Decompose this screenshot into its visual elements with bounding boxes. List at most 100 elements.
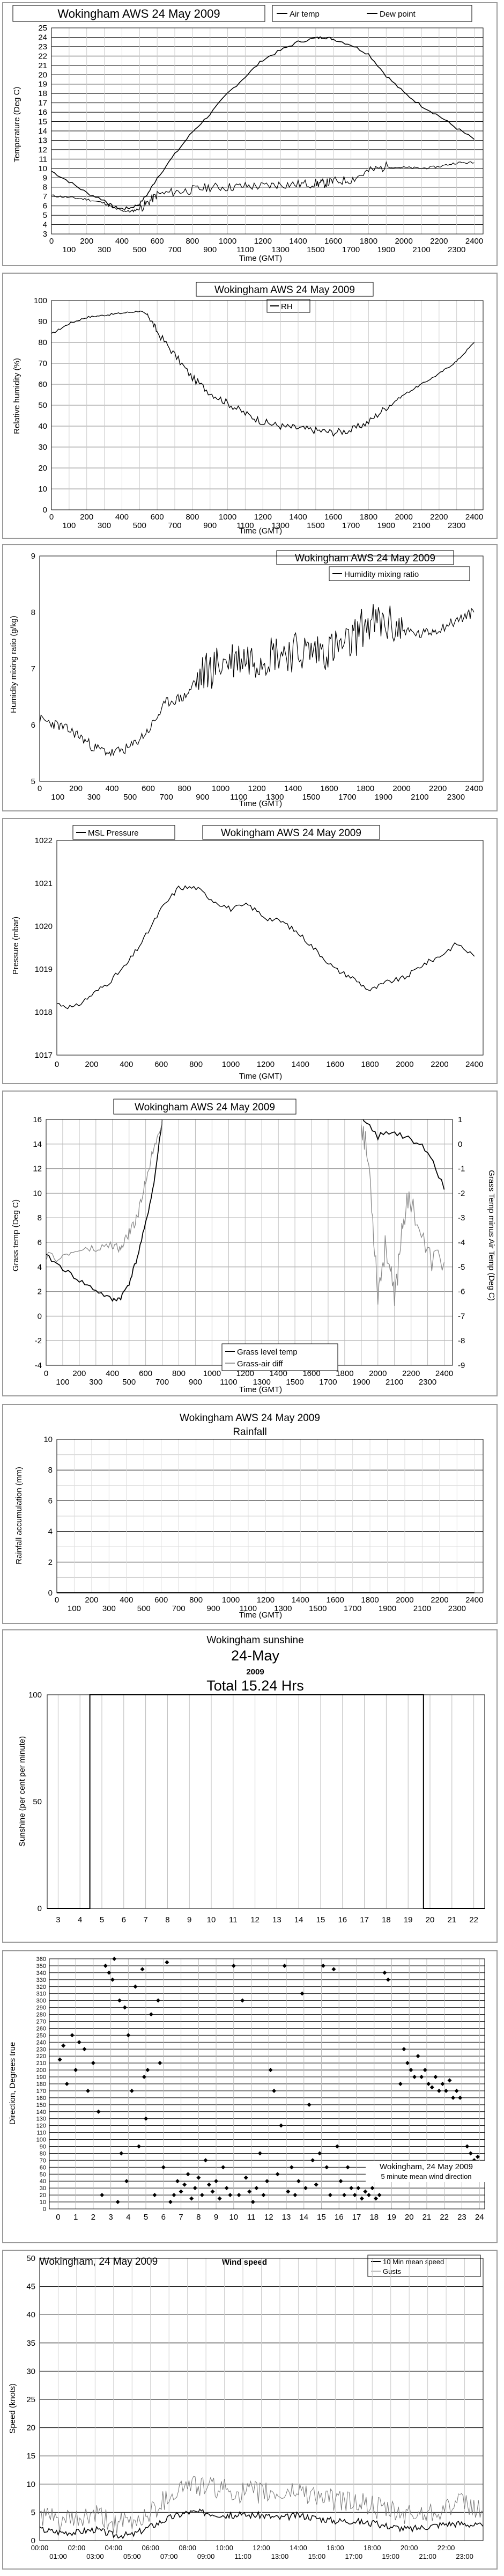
wind-direction-point: [145, 2068, 150, 2073]
wind-direction-point: [275, 2172, 280, 2177]
y-tick-label: 16: [33, 1115, 42, 1124]
x-tick-label: 1900: [352, 1378, 370, 1387]
x-tick-label: 9: [214, 2213, 218, 2222]
y-tick-label: 0: [38, 1904, 42, 1913]
y-tick-label: 50: [38, 401, 47, 410]
wind-direction-point: [103, 1963, 108, 1968]
grass-air-diff-line: [46, 1119, 163, 1262]
y-tick-label: 9: [31, 552, 35, 561]
y-tick-label: 4: [43, 221, 47, 230]
x-tick-label: 0: [49, 513, 54, 522]
x-tick-label: 0: [55, 1060, 59, 1069]
y-tick-label: 80: [38, 338, 47, 347]
wind-direction-point: [359, 2196, 364, 2201]
wind-direction-chart: 0102030405060708090100110120130140150160…: [8, 1956, 487, 2222]
y-tick-label: 18: [38, 89, 47, 98]
gridlines: [46, 1119, 453, 1366]
y-tick-labels: 5 6 7 8 9: [31, 552, 35, 786]
wind-direction-point: [221, 2165, 226, 2170]
x-tick-label: 1800: [360, 237, 377, 246]
wind-direction-point: [268, 2068, 273, 2073]
wind-direction-point: [91, 2061, 95, 2066]
y2-tick-label: -6: [458, 1287, 465, 1297]
x-tick-label: 1200: [257, 1596, 275, 1605]
wind-direction-point: [217, 2196, 222, 2201]
wind-direction-point: [405, 2061, 410, 2066]
x-tick-label: 600: [151, 513, 164, 522]
x-tick-labels: 0 200 400 600 800 1000 1200 1400 1600 1800 2000 220…: [49, 237, 483, 254]
x-tick-label: 0: [38, 784, 42, 793]
wind-direction-point: [475, 2154, 480, 2159]
pressure-chart: MSL Pressure Wokingham AWS 24 May 2009 1…: [11, 825, 484, 1081]
x-tick-label: 200: [80, 237, 93, 246]
y-tick-label: 10: [33, 1189, 42, 1198]
x-tick-label: 2200: [431, 1060, 448, 1069]
y2-tick-label: -9: [458, 1361, 465, 1370]
x-tick-label: 500: [137, 1604, 151, 1613]
plot-frame: [51, 300, 484, 510]
wind-direction-point: [370, 2186, 375, 2191]
x-tick-label: 1600: [324, 237, 342, 246]
x-tick-label: 1600: [324, 513, 342, 522]
y2-tick-label: 1: [458, 1115, 462, 1124]
x-tick-label: 100: [62, 245, 76, 254]
x-tick-label: 1900: [377, 521, 395, 530]
x-tick-label: 11:00: [234, 2552, 251, 2560]
grass-temp-line: [362, 1119, 445, 1190]
x-tick-label: 2000: [369, 1369, 387, 1378]
wind-direction-point: [161, 2165, 166, 2170]
wind-direction-point: [265, 2179, 269, 2184]
x-tick-label: 08:00: [179, 2544, 196, 2552]
x-tick-label: 14: [299, 2213, 308, 2222]
temperature-panel: Wokingham AWS 24 May 2009 Air temp Dew p…: [2, 2, 498, 266]
wind-direction-point: [331, 1967, 336, 1972]
wind-direction-point: [443, 2088, 448, 2093]
x-tick-label: 900: [196, 793, 209, 802]
y2-tick-labels: -9 -8 -7 -6 -5 -4 -3 -2 -1 0 1: [458, 1115, 465, 1370]
legend-label-grass-air-diff: Grass-air diff: [237, 1359, 283, 1368]
y-tick-label: 50: [33, 1797, 42, 1806]
wind-direction-point: [377, 2193, 382, 2198]
x-tick-label: 500: [133, 245, 146, 254]
x-tick-label: 400: [120, 1060, 133, 1069]
x-tick-label: 800: [178, 784, 191, 793]
x-tick-label: 800: [186, 513, 199, 522]
y-tick-label: 20: [38, 464, 47, 473]
relative-humidity-panel: Wokingham AWS 24 May 2009 RH 0 10 20 30 40 50…: [2, 273, 498, 539]
y-tick-label: 40: [40, 2178, 46, 2185]
wind-direction-point: [100, 2193, 105, 2198]
x-tick-label: 2400: [465, 784, 483, 793]
x-tick-label: 24: [475, 2213, 484, 2222]
wind-direction-point: [107, 1970, 112, 1975]
x-tick-label: 8: [196, 2213, 201, 2222]
x-tick-label: 09:00: [197, 2552, 215, 2560]
x-tick-label: 18:00: [364, 2544, 381, 2552]
wind-direction-point: [199, 2193, 204, 2198]
wind-direction-point: [214, 2179, 219, 2184]
air-temp-line: [51, 36, 475, 210]
x-tick-label: 1800: [361, 1596, 379, 1605]
x-tick-label: 17: [352, 2213, 361, 2222]
wind-direction-point: [429, 2085, 434, 2090]
y-tick-label: 150: [36, 2102, 46, 2109]
y-tick-label: 12: [38, 145, 47, 155]
x-tick-label: 1900: [379, 1604, 396, 1613]
y-tick-label: 3: [43, 230, 47, 239]
x-tick-label: 2300: [448, 521, 465, 530]
y-tick-label: 10: [26, 2480, 35, 2489]
y-tick-labels: 0 50 100: [28, 1690, 42, 1913]
chart-title: Wokingham AWS 24 May 2009: [57, 7, 220, 20]
wind-direction-point: [257, 2151, 262, 2156]
x-tick-labels: 00:00 02:00 04:00 06:00 08:00 10:00 12:00 14:00…: [31, 2544, 473, 2560]
x-tick-label: 6: [122, 1915, 126, 1924]
gridlines: [39, 555, 484, 782]
x-tick-label: 400: [106, 1369, 119, 1378]
x-tick-label: 2400: [435, 1369, 453, 1378]
y-tick-label: 340: [36, 1970, 46, 1977]
wind-direction-point: [140, 1967, 145, 1972]
x-tick-label: 03:00: [86, 2552, 104, 2560]
y-tick-labels: 0102030405060708090100110120130140150160…: [36, 1956, 46, 2213]
x-tick-label: 18: [369, 2213, 379, 2222]
y-tick-label: 0: [48, 1589, 53, 1598]
x-tick-labels: 0 200 400 600 800 1000 1200 1400 1600 1800 2000 220…: [44, 1369, 453, 1387]
